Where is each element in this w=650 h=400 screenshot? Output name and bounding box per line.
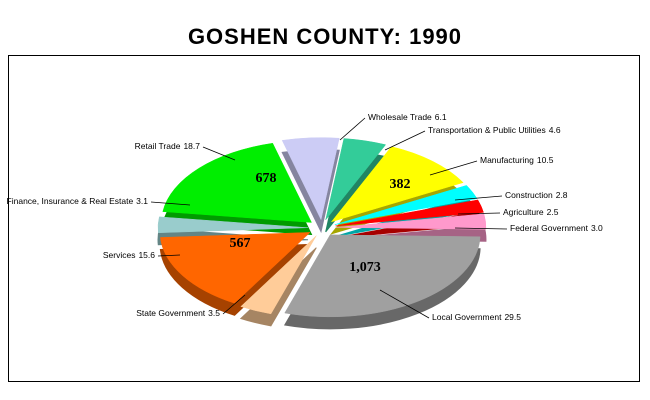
slice — [335, 213, 487, 230]
slice-label: State Government 3.5 — [136, 308, 220, 318]
leader-line — [454, 227, 508, 230]
slice-label: Retail Trade 18.7 — [135, 141, 201, 151]
slice-label: Agriculture 2.5 — [503, 207, 559, 217]
slice-label: Manufacturing 10.5 — [480, 155, 554, 165]
inner-value-label: 1,073 — [349, 260, 381, 275]
slice — [334, 185, 478, 225]
slice — [330, 146, 464, 223]
chart-title: GOSHEN COUNTY: 1990 — [188, 24, 462, 49]
slice-label: Federal Government 3.0 — [510, 223, 603, 233]
slice-name: Wholesale Trade — [368, 112, 432, 122]
slice-value: 2.5 — [547, 207, 559, 217]
slice-name: Finance, Insurance & Real Estate — [7, 196, 134, 206]
slice-name: Construction — [505, 190, 553, 200]
slice-label: Services 15.6 — [103, 250, 155, 260]
leader-line — [339, 117, 366, 141]
slice-name: Retail Trade — [135, 141, 181, 151]
slice-label: Wholesale Trade 6.1 — [368, 112, 447, 122]
slice-label: Finance, Insurance & Real Estate 3.1 — [7, 196, 149, 206]
slice-value: 29.5 — [504, 312, 521, 322]
slice-value: 3.5 — [208, 308, 220, 318]
slice-label: Construction 2.8 — [505, 190, 568, 200]
slice — [160, 232, 311, 304]
slice-name: State Government — [136, 308, 206, 318]
slice — [335, 199, 484, 227]
slice-name: Agriculture — [503, 207, 544, 217]
slice-name: Transportation & Public Utilities — [428, 125, 546, 135]
slice-value: 4.6 — [549, 125, 561, 135]
leader-line — [202, 146, 236, 161]
slice-value: 10.5 — [537, 155, 554, 165]
slice-name: Federal Government — [510, 223, 589, 233]
leader-line — [222, 294, 246, 315]
slice — [325, 138, 387, 221]
slice — [157, 216, 309, 234]
slice — [284, 234, 481, 318]
slice-value: 18.7 — [183, 141, 200, 151]
slice-label: Local Government 29.5 — [432, 312, 521, 322]
slice-name: Services — [103, 250, 136, 260]
leader-line — [157, 254, 181, 257]
slice-value: 6.1 — [435, 112, 447, 122]
inner-value-label: 678 — [256, 171, 277, 186]
slice-value: 2.8 — [556, 190, 568, 200]
leader-line — [454, 195, 503, 201]
leader-line — [379, 289, 430, 319]
slice — [281, 137, 340, 221]
slice-name: Manufacturing — [480, 155, 534, 165]
slice-name: Local Government — [432, 312, 502, 322]
leader-line — [384, 130, 426, 151]
slice — [240, 235, 317, 315]
leader-line — [457, 212, 501, 215]
slice-value: 3.0 — [591, 223, 603, 233]
inner-value-label: 382 — [390, 177, 411, 192]
slice-value: 3.1 — [136, 196, 148, 206]
leader-line — [150, 201, 191, 206]
inner-value-label: 567 — [230, 236, 251, 251]
leader-line — [429, 160, 478, 176]
slice-value: 15.6 — [138, 250, 155, 260]
slice-label: Transportation & Public Utilities 4.6 — [428, 125, 561, 135]
